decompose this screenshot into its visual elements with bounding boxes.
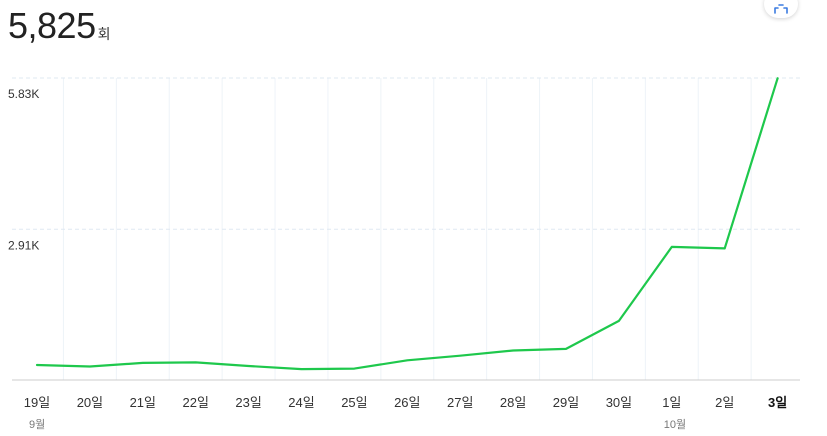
x-tick-label: 19일 <box>24 395 50 410</box>
expand-icon <box>774 4 788 14</box>
x-tick-label: 20일 <box>77 395 103 410</box>
x-month-label: 9월 <box>29 418 45 431</box>
x-tick-label: 21일 <box>130 395 156 410</box>
total-count: 5,825 <box>8 5 96 46</box>
x-tick-label: 23일 <box>235 395 261 410</box>
x-tick-label: 30일 <box>606 395 632 410</box>
x-tick-label: 2일 <box>715 395 734 410</box>
x-tick-label: 1일 <box>662 395 681 410</box>
y-tick-label: 5.83K <box>8 87 39 101</box>
x-tick-label: 28일 <box>500 395 526 410</box>
y-tick-label: 2.91K <box>8 238 39 252</box>
x-tick-label: 3일 <box>768 395 787 410</box>
x-tick-label: 29일 <box>553 395 579 410</box>
x-tick-label: 22일 <box>182 395 208 410</box>
x-tick-label: 26일 <box>394 395 420 410</box>
x-tick-label: 27일 <box>447 395 473 410</box>
x-tick-label: 25일 <box>341 395 367 410</box>
series-line <box>35 77 779 371</box>
total-count-unit: 회 <box>97 26 111 42</box>
summary-header: 5,825 회 <box>8 4 110 48</box>
expand-button[interactable] <box>764 0 798 18</box>
x-month-label: 10월 <box>664 418 686 431</box>
x-tick-label: 24일 <box>288 395 314 410</box>
